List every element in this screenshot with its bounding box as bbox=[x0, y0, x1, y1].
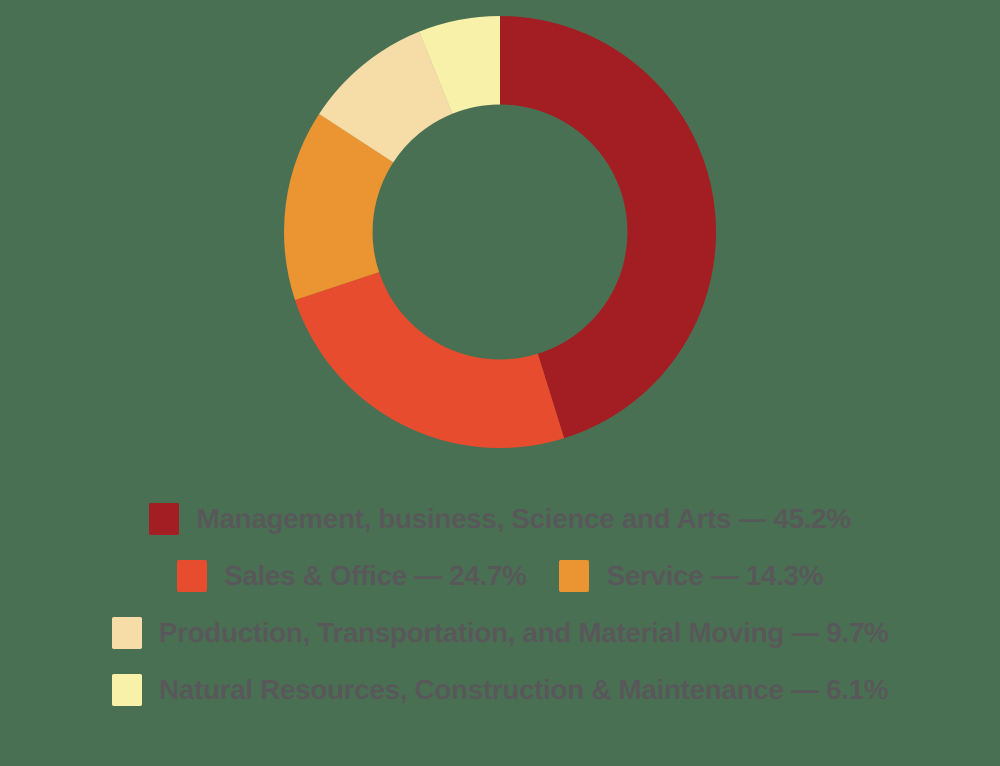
donut-chart bbox=[284, 16, 716, 448]
legend-item: Service — 14.3% bbox=[559, 560, 823, 592]
legend-item: Natural Resources, Construction & Mainte… bbox=[111, 674, 889, 706]
legend-item: Production, Transportation, and Material… bbox=[111, 617, 889, 649]
legend-swatch-icon bbox=[176, 560, 207, 592]
legend-row: Natural Resources, Construction & Mainte… bbox=[111, 674, 889, 706]
legend-item: Management, business, Science and Arts —… bbox=[149, 503, 851, 535]
legend-label: Natural Resources, Construction & Mainte… bbox=[158, 674, 889, 705]
legend-row: Sales & Office — 24.7% Service — 14.3% bbox=[176, 560, 823, 592]
legend-label: Sales & Office — 24.7% bbox=[223, 560, 527, 591]
donut-segment-0 bbox=[500, 16, 716, 439]
legend-row: Management, business, Science and Arts —… bbox=[149, 503, 851, 535]
donut-segment-1 bbox=[295, 272, 565, 448]
legend-swatch-icon bbox=[149, 503, 180, 535]
legend-swatch-icon bbox=[111, 617, 142, 649]
donut-segment-2 bbox=[284, 113, 394, 301]
legend-swatch-icon bbox=[559, 560, 590, 592]
chart-legend: Management, business, Science and Arts —… bbox=[0, 503, 1000, 706]
donut-segment-4 bbox=[419, 16, 500, 114]
legend-row: Production, Transportation, and Material… bbox=[111, 617, 889, 649]
legend-label: Production, Transportation, and Material… bbox=[158, 617, 889, 648]
legend-swatch-icon bbox=[111, 674, 142, 706]
donut-segment-3 bbox=[319, 31, 453, 163]
legend-item: Sales & Office — 24.7% bbox=[176, 560, 527, 592]
legend-label: Service — 14.3% bbox=[606, 560, 824, 591]
donut-chart-svg bbox=[284, 16, 716, 448]
legend-label: Management, business, Science and Arts —… bbox=[196, 503, 851, 534]
